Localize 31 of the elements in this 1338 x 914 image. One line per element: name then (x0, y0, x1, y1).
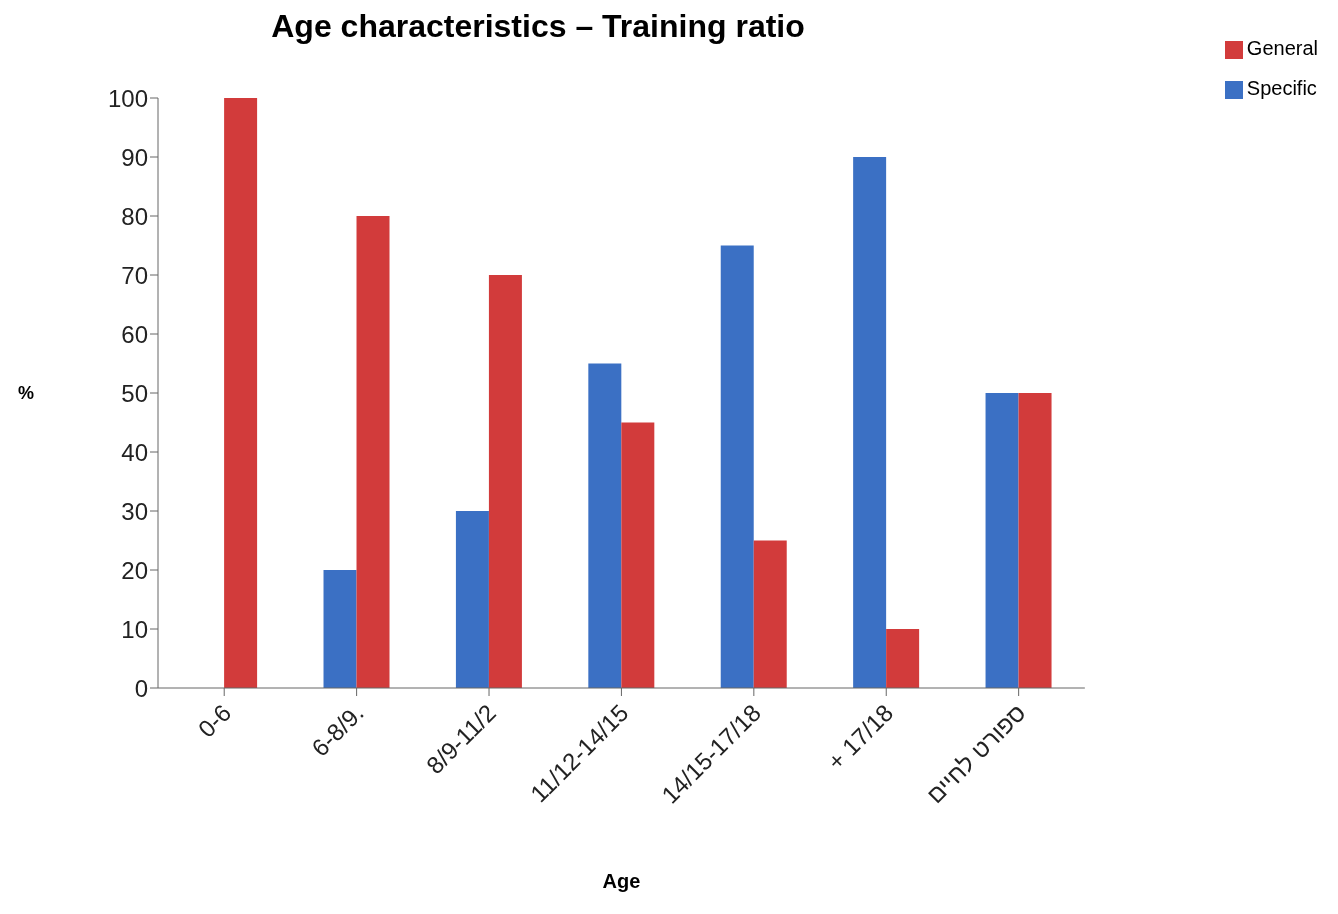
bar (224, 98, 258, 688)
bar (886, 629, 920, 688)
bar (488, 275, 522, 688)
bar (720, 245, 754, 688)
y-tick-label: 0 (134, 674, 148, 702)
bar (323, 570, 357, 688)
bar (985, 393, 1019, 688)
bar (621, 422, 655, 688)
y-tick-label: 80 (121, 202, 148, 230)
y-tick-label: 60 (121, 320, 148, 348)
y-tick-label: 70 (121, 261, 148, 289)
y-tick-label: 100 (107, 84, 148, 112)
chart-title: Age characteristics – Training ratio (271, 8, 805, 44)
bar (753, 540, 787, 688)
y-tick-label: 20 (121, 556, 148, 584)
bar (1018, 393, 1052, 688)
y-axis-title: % (18, 383, 35, 404)
x-tick-label: 0-6 (192, 698, 237, 743)
y-tick-label: 90 (121, 143, 148, 171)
y-tick-label: 50 (121, 379, 148, 407)
x-tick-label: ספורט לחיים (921, 698, 1031, 809)
bar (588, 363, 622, 688)
legend-label: General (1246, 37, 1318, 59)
y-tick-label: 30 (121, 497, 148, 525)
legend-label: Specific (1246, 77, 1317, 99)
bar (455, 511, 489, 688)
x-axis-title: Age (602, 870, 641, 892)
bar (853, 157, 887, 688)
y-tick-label: 40 (121, 438, 148, 466)
y-tick-label: 10 (121, 615, 148, 643)
bar (356, 216, 390, 688)
